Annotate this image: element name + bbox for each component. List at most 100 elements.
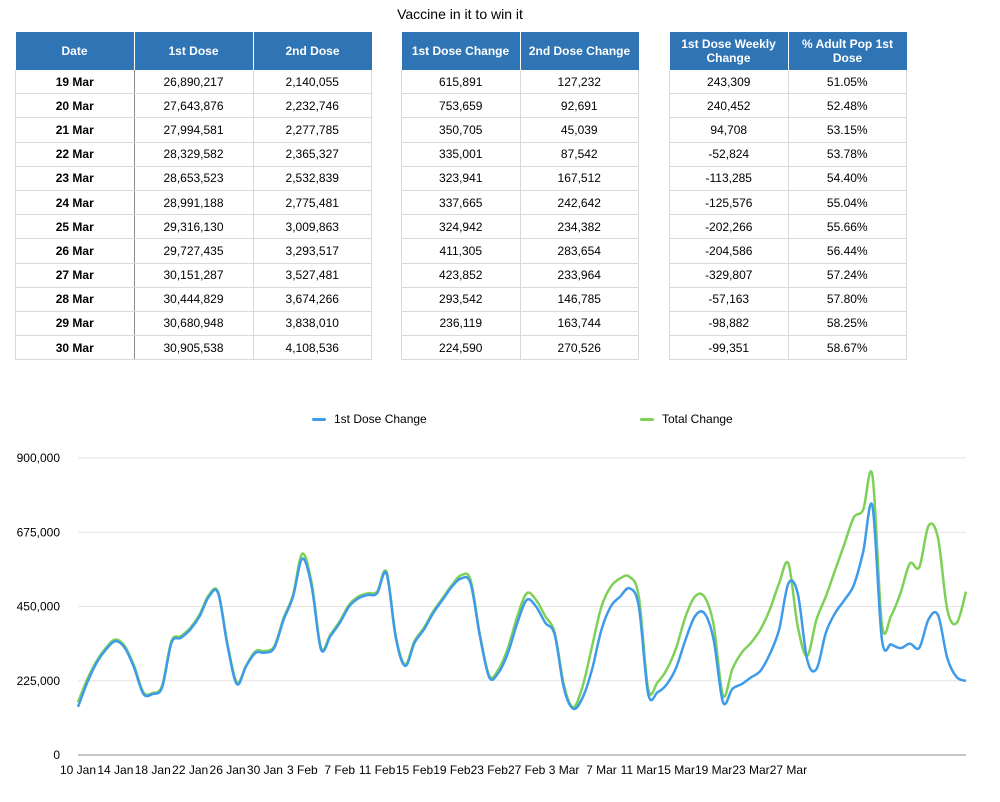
adult-pop-cell: 55.66%: [788, 214, 907, 240]
x-tick-label: 22 Jan: [172, 763, 208, 777]
second-dose-cell: 3,009,863: [253, 214, 372, 240]
second-change-cell: 127,232: [520, 70, 639, 95]
x-tick-label: 19 Mar: [695, 763, 732, 777]
x-tick-label: 11 Mar: [621, 763, 657, 777]
col-header-date: Date: [15, 32, 135, 70]
second-dose-cell: 3,674,266: [253, 287, 372, 312]
first-change-cell: 335,001: [401, 142, 521, 167]
x-tick-label: 30 Jan: [247, 763, 283, 777]
weekly-change-table: 1st Dose Weekly Change % Adult Pop 1st D…: [669, 32, 907, 361]
table-row: 293,542 146,785: [401, 287, 639, 312]
second-dose-cell: 2,365,327: [253, 142, 372, 167]
table-row: 28 Mar 30,444,829 3,674,266: [15, 287, 372, 312]
legend-label: 1st Dose Change: [334, 412, 427, 426]
second-dose-cell: 4,108,536: [253, 335, 372, 361]
second-change-cell: 146,785: [520, 287, 639, 312]
weekly-change-cell: -98,882: [669, 311, 789, 337]
x-tick-label: 14 Jan: [97, 763, 133, 777]
second-change-cell: 167,512: [520, 166, 639, 191]
legend-swatch: [640, 417, 654, 421]
date-cell: 23 Mar: [15, 166, 135, 191]
first-change-cell: 350,705: [401, 117, 521, 143]
table-row: 423,852 233,964: [401, 263, 639, 288]
col-header-1st-dose-change: 1st Dose Change: [401, 32, 521, 70]
date-cell: 29 Mar: [15, 311, 135, 337]
date-cell: 20 Mar: [15, 93, 135, 119]
weekly-change-cell: -52,824: [669, 142, 789, 167]
table-row: 224,590 270,526: [401, 335, 639, 361]
table-row: -204,586 56.44%: [669, 238, 907, 264]
legend-label: Total Change: [662, 412, 733, 426]
table-row: -113,285 54.40%: [669, 166, 907, 191]
weekly-change-cell: -113,285: [669, 166, 789, 191]
table-row: 25 Mar 29,316,130 3,009,863: [15, 214, 372, 240]
first-dose-cell: 30,444,829: [134, 287, 254, 312]
second-dose-cell: 2,232,746: [253, 93, 372, 119]
x-tick-label: 10 Jan: [60, 763, 96, 777]
table-row: -329,807 57.24%: [669, 263, 907, 288]
col-header-2nd-dose-change: 2nd Dose Change: [520, 32, 639, 70]
first-change-cell: 337,665: [401, 190, 521, 216]
first-dose-cell: 29,727,435: [134, 238, 254, 264]
table-row: -125,576 55.04%: [669, 190, 907, 216]
second-dose-cell: 2,532,839: [253, 166, 372, 191]
adult-pop-cell: 55.04%: [788, 190, 907, 216]
first-change-cell: 411,305: [401, 238, 521, 264]
first-dose-cell: 27,994,581: [134, 117, 254, 143]
x-tick-label: 26 Jan: [210, 763, 246, 777]
weekly-change-cell: -125,576: [669, 190, 789, 216]
adult-pop-cell: 57.80%: [788, 287, 907, 312]
col-header-1st-dose: 1st Dose: [134, 32, 254, 70]
date-cell: 25 Mar: [15, 214, 135, 240]
adult-pop-cell: 52.48%: [788, 93, 907, 119]
second-change-cell: 242,642: [520, 190, 639, 216]
x-tick-label: 23 Feb: [471, 763, 509, 777]
page-title: Vaccine in it to win it: [397, 6, 523, 22]
table-row: 26 Mar 29,727,435 3,293,517: [15, 238, 372, 264]
adult-pop-cell: 57.24%: [788, 263, 907, 288]
table-row: 615,891 127,232: [401, 70, 639, 95]
date-cell: 26 Mar: [15, 238, 135, 264]
second-change-cell: 270,526: [520, 335, 639, 361]
table-row: 19 Mar 26,890,217 2,140,055: [15, 70, 372, 95]
table-row: 243,309 51.05%: [669, 70, 907, 95]
first-change-cell: 293,542: [401, 287, 521, 312]
dose-totals-table: Date 1st Dose 2nd Dose 19 Mar 26,890,217 2…: [15, 32, 372, 361]
adult-pop-cell: 54.40%: [788, 166, 907, 191]
second-change-cell: 92,691: [520, 93, 639, 119]
first-change-cell: 324,942: [401, 214, 521, 240]
legend-item-1st-dose-change: 1st Dose Change: [312, 412, 427, 426]
first-dose-cell: 26,890,217: [134, 70, 254, 95]
first-change-cell: 753,659: [401, 93, 521, 119]
x-tick-label: 27 Feb: [508, 763, 546, 777]
first-change-cell: 224,590: [401, 335, 521, 361]
col-header-adult-pop: % Adult Pop 1st Dose: [788, 32, 907, 70]
table-row: 337,665 242,642: [401, 190, 639, 216]
second-change-cell: 45,039: [520, 117, 639, 143]
x-tick-label: 23 Mar: [732, 763, 769, 777]
first-dose-cell: 30,680,948: [134, 311, 254, 337]
second-change-cell: 283,654: [520, 238, 639, 264]
adult-pop-cell: 53.78%: [788, 142, 907, 167]
weekly-change-cell: -329,807: [669, 263, 789, 288]
x-tick-label: 15 Mar: [658, 763, 695, 777]
y-tick-label: 900,000: [17, 451, 61, 465]
weekly-change-cell: -204,586: [669, 238, 789, 264]
second-change-cell: 163,744: [520, 311, 639, 337]
date-cell: 28 Mar: [15, 287, 135, 312]
date-cell: 22 Mar: [15, 142, 135, 167]
x-tick-label: 3 Feb: [287, 763, 318, 777]
x-tick-label: 11 Feb: [359, 763, 396, 777]
table-row: 324,942 234,382: [401, 214, 639, 240]
table-row: 236,119 163,744: [401, 311, 639, 337]
legend-swatch: [312, 417, 326, 421]
weekly-change-cell: 240,452: [669, 93, 789, 119]
first-dose-cell: 29,316,130: [134, 214, 254, 240]
x-tick-label: 19 Feb: [433, 763, 471, 777]
y-tick-label: 0: [53, 748, 60, 762]
second-change-cell: 87,542: [520, 142, 639, 167]
second-dose-cell: 2,775,481: [253, 190, 372, 216]
weekly-change-cell: -57,163: [669, 287, 789, 312]
table-row: 323,941 167,512: [401, 166, 639, 191]
weekly-change-cell: -202,266: [669, 214, 789, 240]
